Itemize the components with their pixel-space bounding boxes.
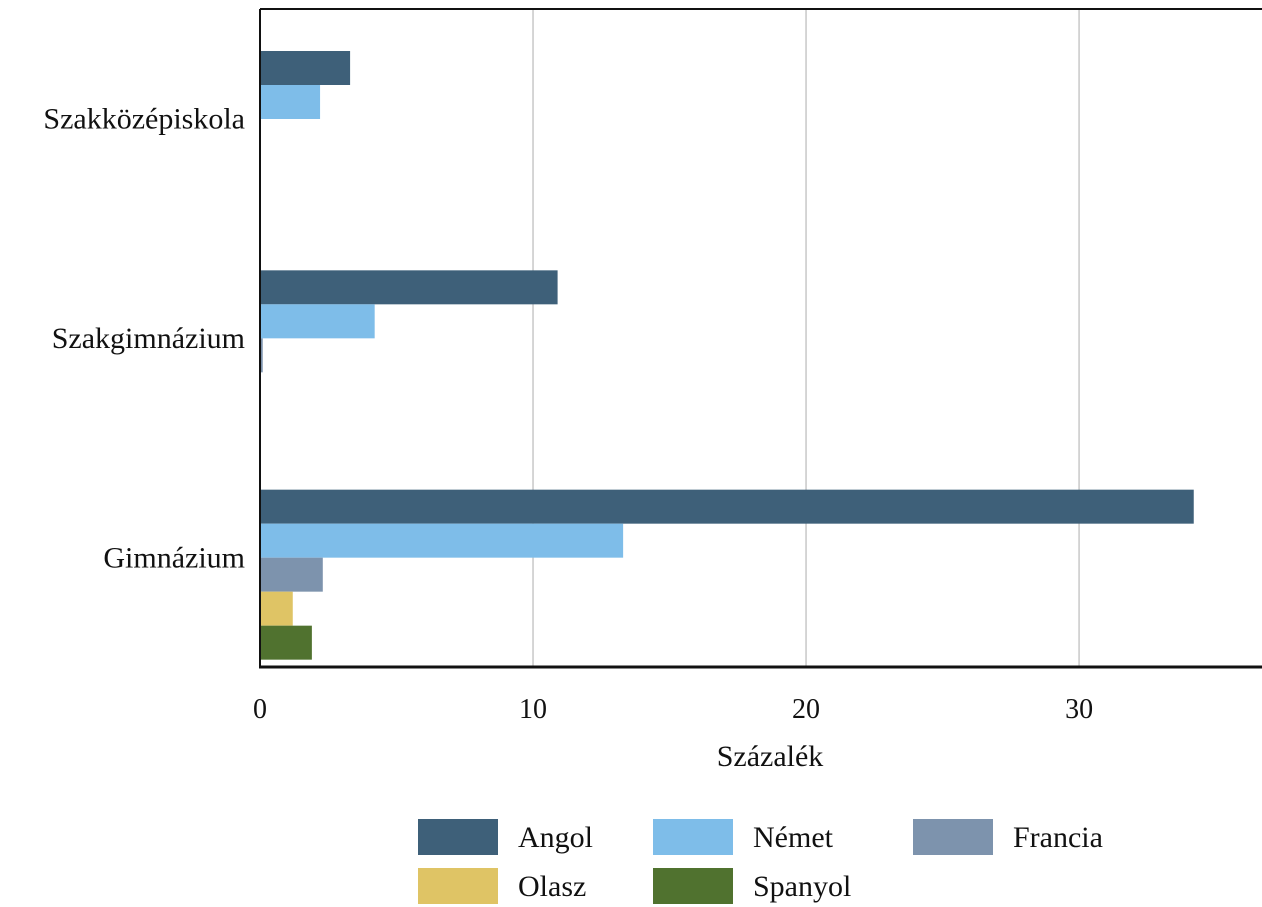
legend-label-német: Német — [753, 821, 834, 854]
y-tick-labels: Szakközépiskola Szakgimnázium Gimnázium — [43, 103, 245, 575]
legend-swatch-német — [653, 819, 733, 855]
legend-swatch-olasz — [418, 868, 498, 904]
x-tick-label: 30 — [1065, 694, 1093, 725]
grid-lines — [532, 9, 1080, 667]
x-axis-label: Százalék — [717, 740, 824, 773]
bar-német-0 — [260, 85, 321, 119]
x-tick-labels: 0 10 20 30 — [253, 694, 1093, 725]
legend-swatch-angol — [418, 819, 498, 855]
bar-angol-2 — [260, 489, 1194, 524]
bar-német-2 — [260, 523, 624, 558]
y-tick-label: Szakgimnázium — [52, 322, 245, 355]
x-tick-label: 0 — [253, 694, 267, 725]
legend-swatch-spanyol — [653, 868, 733, 904]
legend-label-francia: Francia — [1013, 821, 1103, 854]
bar-francia-1 — [260, 338, 263, 373]
x-tick-label: 20 — [792, 694, 820, 725]
bar-spanyol-2 — [260, 625, 312, 660]
bar-angol-0 — [260, 51, 351, 85]
bars — [260, 51, 1194, 660]
axes — [259, 8, 1262, 669]
legend-swatch-francia — [913, 819, 993, 855]
bar-német-1 — [260, 304, 375, 339]
bar-olasz-2 — [260, 591, 293, 626]
legend-label-olasz: Olasz — [518, 870, 586, 903]
bar-angol-1 — [260, 270, 558, 305]
legend-label-angol: Angol — [518, 821, 593, 854]
legend-label-spanyol: Spanyol — [753, 870, 851, 903]
legend: Angol Német Francia Olasz Spanyol — [418, 819, 1103, 904]
x-tick-label: 10 — [519, 694, 547, 725]
bar-francia-2 — [260, 557, 323, 592]
y-tick-label: Szakközépiskola — [43, 103, 245, 136]
y-tick-label: Gimnázium — [103, 541, 245, 574]
